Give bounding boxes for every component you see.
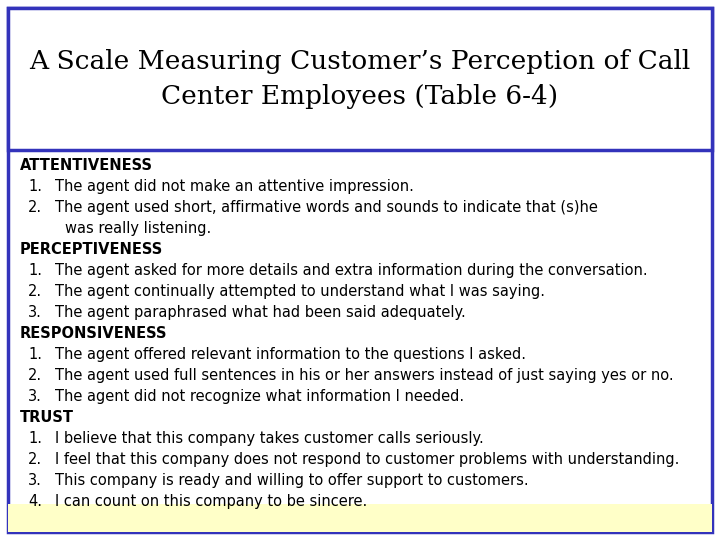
Text: 3.: 3.: [28, 305, 42, 320]
Text: The agent used full sentences in his or her answers instead of just saying yes o: The agent used full sentences in his or …: [55, 368, 674, 383]
Text: I can count on this company to be sincere.: I can count on this company to be sincer…: [55, 494, 367, 509]
Text: The agent continually attempted to understand what I was saying.: The agent continually attempted to under…: [55, 284, 545, 299]
Bar: [8, 8, 712, 150]
Text: 1.: 1.: [28, 347, 42, 362]
Text: The agent did not recognize what information I needed.: The agent did not recognize what informa…: [55, 389, 464, 404]
Text: The agent paraphrased what had been said adequately.: The agent paraphrased what had been said…: [55, 305, 466, 320]
Text: 3.: 3.: [28, 389, 42, 404]
Text: 1.: 1.: [28, 431, 42, 446]
Text: TRUST: TRUST: [20, 410, 74, 425]
Bar: [8, 504, 712, 532]
Text: The agent did not make an attentive impression.: The agent did not make an attentive impr…: [55, 179, 414, 194]
Text: was really listening.: was really listening.: [65, 221, 211, 236]
Text: 1.: 1.: [28, 179, 42, 194]
Text: A Scale Measuring Customer’s Perception of Call
Center Employees (Table 6-4): A Scale Measuring Customer’s Perception …: [30, 49, 690, 109]
Text: I feel that this company does not respond to customer problems with understandin: I feel that this company does not respon…: [55, 452, 680, 467]
Text: 3.: 3.: [28, 473, 42, 488]
Text: 2.: 2.: [28, 284, 42, 299]
Text: ATTENTIVENESS: ATTENTIVENESS: [20, 158, 153, 173]
Text: 2.: 2.: [28, 452, 42, 467]
Text: This company is ready and willing to offer support to customers.: This company is ready and willing to off…: [55, 473, 528, 488]
Text: 1.: 1.: [28, 263, 42, 278]
Text: 2.: 2.: [28, 200, 42, 215]
Text: 4.: 4.: [28, 494, 42, 509]
Text: The agent offered relevant information to the questions I asked.: The agent offered relevant information t…: [55, 347, 526, 362]
Text: PERCEPTIVENESS: PERCEPTIVENESS: [20, 242, 163, 257]
Text: RESPONSIVENESS: RESPONSIVENESS: [20, 326, 168, 341]
Text: The agent asked for more details and extra information during the conversation.: The agent asked for more details and ext…: [55, 263, 647, 278]
Text: The agent used short, affirmative words and sounds to indicate that (s)he: The agent used short, affirmative words …: [55, 200, 598, 215]
Text: I believe that this company takes customer calls seriously.: I believe that this company takes custom…: [55, 431, 484, 446]
Text: 2.: 2.: [28, 368, 42, 383]
